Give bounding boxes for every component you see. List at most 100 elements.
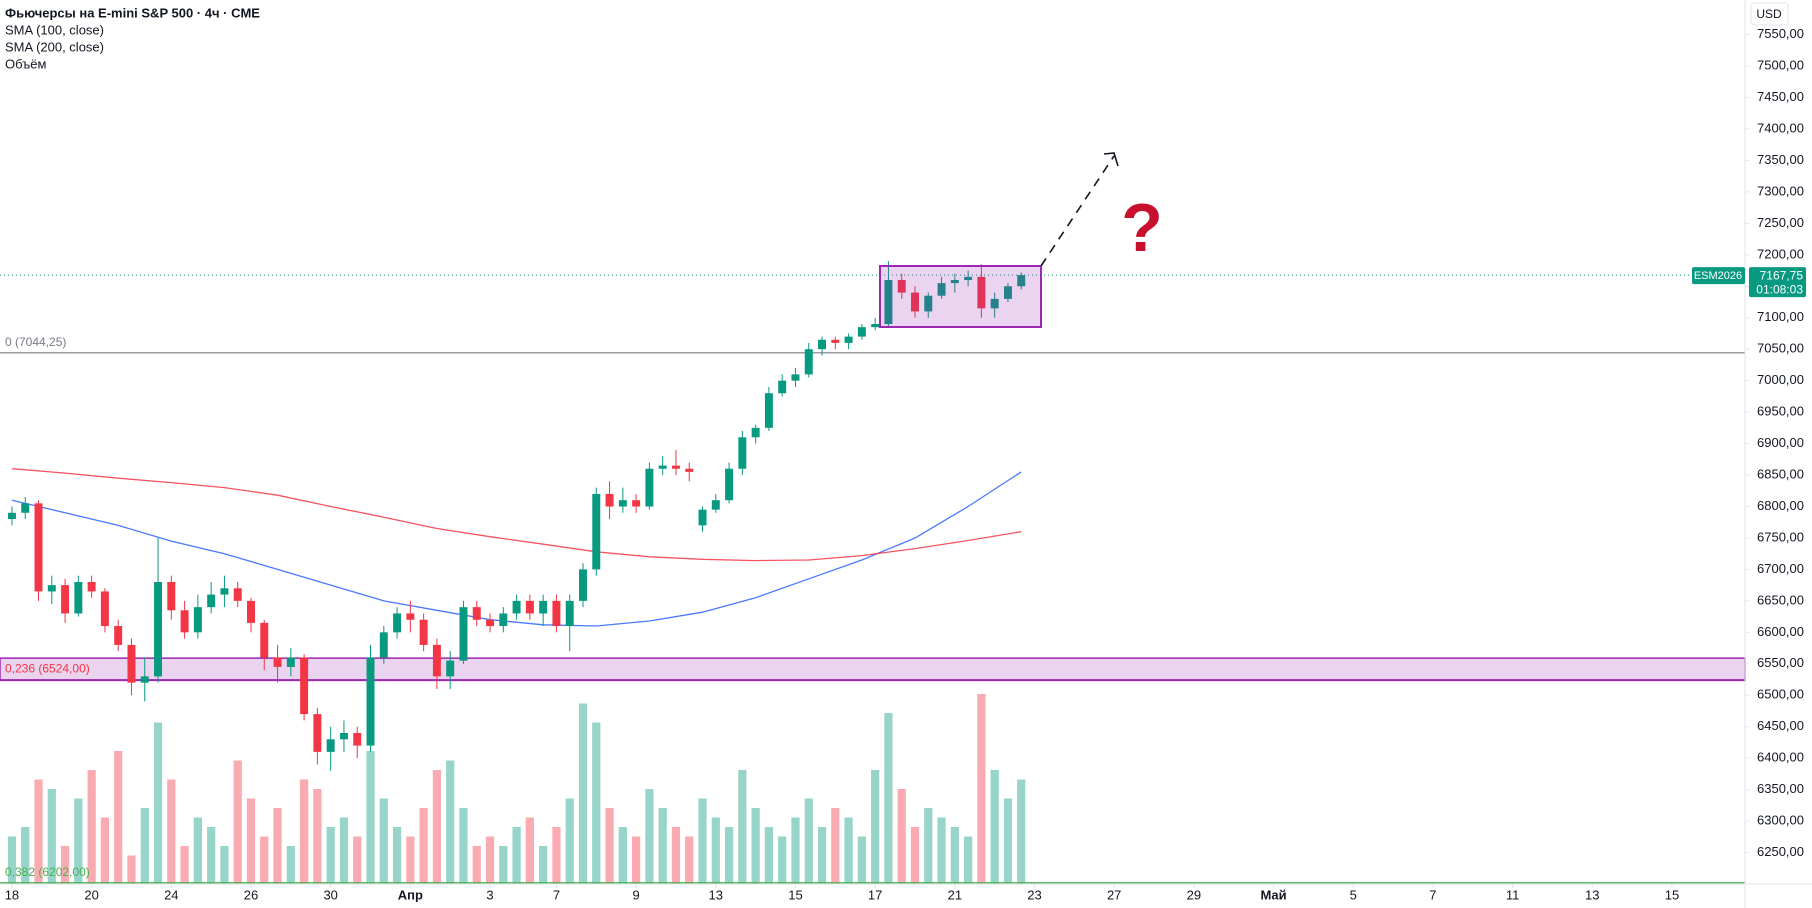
- volume-bar: [485, 836, 495, 884]
- candle-body: [977, 276, 986, 309]
- volume-bar: [207, 827, 216, 884]
- candle-body: [911, 292, 919, 312]
- volume-bar: [631, 836, 641, 884]
- volume-bar: [47, 789, 56, 884]
- candle-body: [632, 500, 641, 507]
- volume-bar: [738, 770, 747, 884]
- candle-body: [419, 619, 428, 645]
- volume-bar: [100, 817, 110, 884]
- volume-bar: [7, 836, 17, 884]
- candle-body: [180, 610, 189, 633]
- forecast-arrow: [1040, 155, 1115, 267]
- volume-bar: [193, 817, 202, 884]
- candle-body: [990, 298, 999, 309]
- candle-body: [884, 279, 893, 325]
- volume-bar: [937, 817, 946, 884]
- candle-body: [645, 468, 654, 507]
- x-tick-label: 9: [632, 887, 639, 902]
- volume-bar: [220, 846, 229, 884]
- y-tick-label: 6600,00: [1757, 624, 1804, 639]
- volume-bar: [698, 798, 707, 884]
- candle-body: [791, 374, 800, 381]
- currency[interactable]: USD: [1756, 7, 1782, 21]
- y-tick-label: 7300,00: [1757, 183, 1804, 198]
- y-tick-label: 6650,00: [1757, 592, 1804, 607]
- y-tick-label: 7400,00: [1757, 120, 1804, 135]
- x-tick-label: 7: [553, 887, 560, 902]
- y-tick-label: 7250,00: [1757, 215, 1804, 230]
- volume-bar: [685, 836, 694, 884]
- candle-body: [764, 393, 773, 428]
- candle-body: [738, 437, 747, 469]
- legend: Фьючерсы на E-mini S&P 500 · 4ч · CME SM…: [5, 5, 260, 71]
- volume-bar: [897, 789, 906, 884]
- candle-body: [618, 500, 627, 507]
- candle-body: [804, 349, 813, 375]
- volume-bar: [74, 798, 83, 884]
- legend-entry[interactable]: SMA (100, close): [5, 22, 104, 37]
- legend-entry[interactable]: SMA (200, close): [5, 39, 104, 54]
- candle-body: [140, 676, 149, 683]
- volume-bar: [884, 713, 893, 884]
- candle-body: [725, 468, 734, 501]
- volume-bar: [565, 798, 574, 884]
- candle-body: [671, 465, 680, 469]
- volume-pane: [7, 694, 1026, 884]
- y-tick-label: 6350,00: [1757, 781, 1804, 796]
- level-label: 0,382 (6202,00): [5, 865, 90, 879]
- volume-bar: [844, 817, 853, 884]
- candle-body: [406, 613, 415, 620]
- candle-body: [74, 581, 83, 614]
- candle-body: [114, 626, 123, 645]
- volume-bar: [539, 846, 548, 884]
- currency-box[interactable]: [1750, 2, 1789, 26]
- volume-bar: [552, 827, 561, 884]
- x-tick-label: 15: [1665, 887, 1679, 902]
- candle-body: [7, 512, 16, 520]
- candle-body: [565, 600, 574, 627]
- candle-body: [818, 339, 827, 350]
- candle-body: [459, 607, 468, 661]
- candle-body: [499, 613, 508, 627]
- countdown-label: 01:08:03: [1756, 282, 1803, 296]
- volume-bar: [764, 827, 774, 884]
- x-tick-label: 5: [1350, 887, 1357, 902]
- candle-body: [286, 657, 295, 667]
- candle-body: [167, 581, 176, 611]
- x-tick-label: Май: [1260, 887, 1286, 902]
- volume-bar: [499, 846, 508, 884]
- volume-bar: [353, 836, 362, 884]
- y-tick-label: 7000,00: [1757, 372, 1804, 387]
- legend-entry[interactable]: Объём: [5, 56, 46, 71]
- candle-body: [698, 509, 707, 526]
- price-tag: [1749, 267, 1806, 298]
- candle-body: [525, 600, 534, 614]
- volume-bar: [871, 770, 880, 884]
- question-mark: ?: [1121, 190, 1163, 266]
- candle-body: [897, 279, 906, 293]
- volume-bar: [791, 817, 800, 884]
- x-tick-label: 20: [84, 887, 98, 902]
- volume-bar: [618, 827, 627, 884]
- candle-body: [21, 503, 30, 513]
- candle-body: [313, 714, 322, 752]
- candle-body: [472, 607, 481, 620]
- candle-body: [831, 339, 840, 343]
- candle-body: [539, 600, 548, 614]
- candle-body: [751, 427, 760, 438]
- volume-bar: [857, 836, 866, 884]
- candle-body: [857, 327, 866, 337]
- sma-line: [11, 471, 1022, 627]
- volume-bar: [21, 827, 30, 884]
- volume-bar: [140, 808, 149, 884]
- candle-body: [87, 581, 96, 592]
- candle-body: [844, 336, 853, 343]
- candle-body: [1017, 275, 1026, 287]
- volume-bar: [977, 694, 986, 884]
- drawings: ?: [879, 152, 1163, 328]
- candle-body: [924, 295, 933, 312]
- volume-bar: [34, 779, 43, 884]
- candle-body: [950, 279, 959, 284]
- candle-body: [964, 276, 973, 280]
